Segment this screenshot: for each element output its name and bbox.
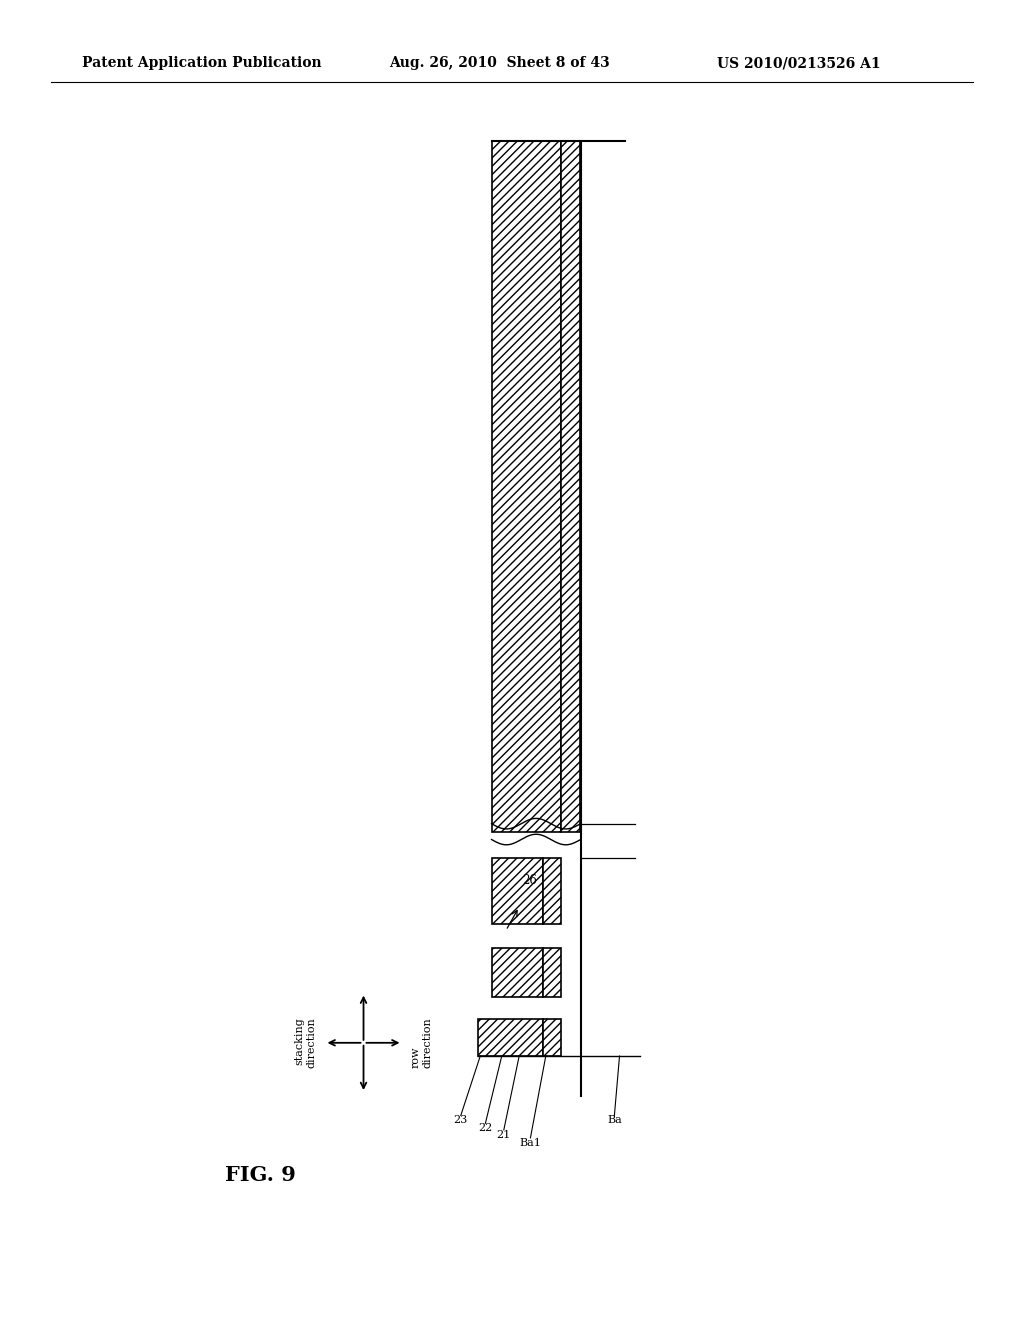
- Text: 23: 23: [454, 1115, 468, 1126]
- Text: Ba: Ba: [607, 1115, 622, 1126]
- Bar: [543, 858, 561, 924]
- Text: US 2010/0213526 A1: US 2010/0213526 A1: [717, 57, 881, 70]
- Text: 21: 21: [497, 1130, 511, 1140]
- Text: row
direction: row direction: [411, 1018, 432, 1068]
- Bar: [543, 948, 561, 997]
- Text: Patent Application Publication: Patent Application Publication: [82, 57, 322, 70]
- Text: 26: 26: [522, 874, 537, 887]
- Text: Aug. 26, 2010  Sheet 8 of 43: Aug. 26, 2010 Sheet 8 of 43: [389, 57, 610, 70]
- Text: 22: 22: [478, 1123, 493, 1134]
- Bar: [478, 1019, 543, 1056]
- Text: stacking
direction: stacking direction: [295, 1018, 316, 1068]
- Bar: [492, 858, 543, 924]
- Bar: [492, 948, 543, 997]
- Text: FIG. 9: FIG. 9: [225, 1164, 296, 1185]
- Bar: [492, 141, 561, 832]
- Bar: [561, 141, 580, 832]
- Text: Ba1: Ba1: [519, 1138, 542, 1148]
- Bar: [543, 1019, 561, 1056]
